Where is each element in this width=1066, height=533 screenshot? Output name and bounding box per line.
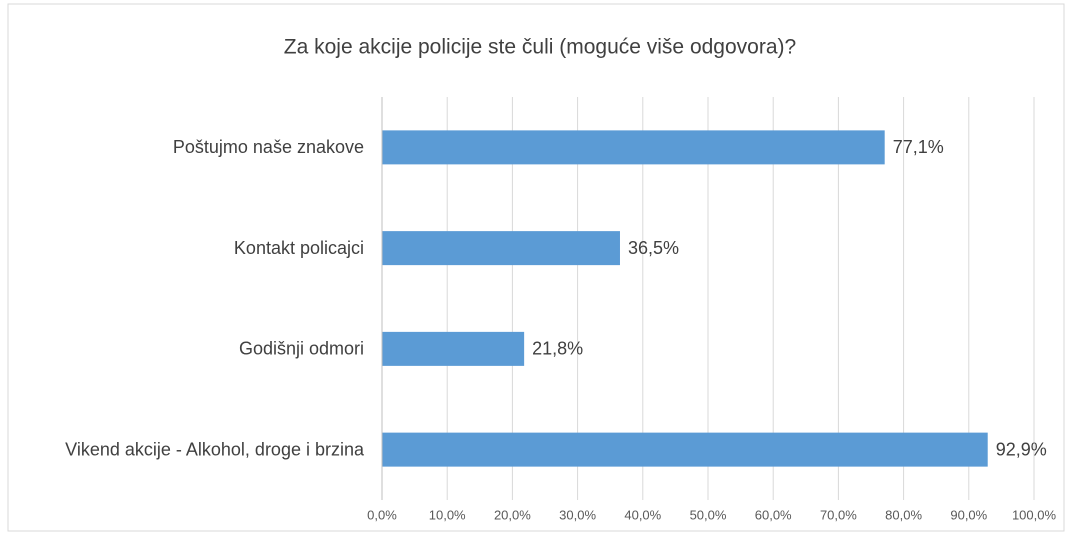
x-tick-label: 60,0%: [755, 507, 792, 522]
bar: [382, 331, 525, 366]
data-label: 36,5%: [628, 238, 679, 258]
data-label: 77,1%: [893, 137, 944, 157]
chart-title: Za koje akcije policije ste čuli (moguće…: [284, 36, 796, 59]
y-tick-label: Poštujmo naše znakove: [173, 137, 364, 157]
bar: [382, 231, 620, 266]
bar: [382, 432, 988, 467]
y-tick-label: Godišnji odmori: [239, 339, 364, 359]
data-label: 21,8%: [532, 339, 583, 359]
x-tick-label: 30,0%: [559, 507, 596, 522]
x-tick-label: 20,0%: [494, 507, 531, 522]
y-tick-label: Vikend akcije - Alkohol, droge i brzina: [65, 439, 365, 459]
x-tick-label: 80,0%: [885, 507, 922, 522]
x-tick-label: 100,0%: [1012, 507, 1057, 522]
x-tick-label: 40,0%: [624, 507, 661, 522]
x-tick-label: 10,0%: [429, 507, 466, 522]
x-tick-label: 70,0%: [820, 507, 857, 522]
bar: [382, 130, 885, 165]
x-tick-label: 0,0%: [367, 507, 397, 522]
x-tick-label: 50,0%: [690, 507, 727, 522]
data-label: 92,9%: [996, 439, 1047, 459]
y-tick-label: Kontakt policajci: [234, 238, 364, 258]
x-tick-label: 90,0%: [950, 507, 987, 522]
